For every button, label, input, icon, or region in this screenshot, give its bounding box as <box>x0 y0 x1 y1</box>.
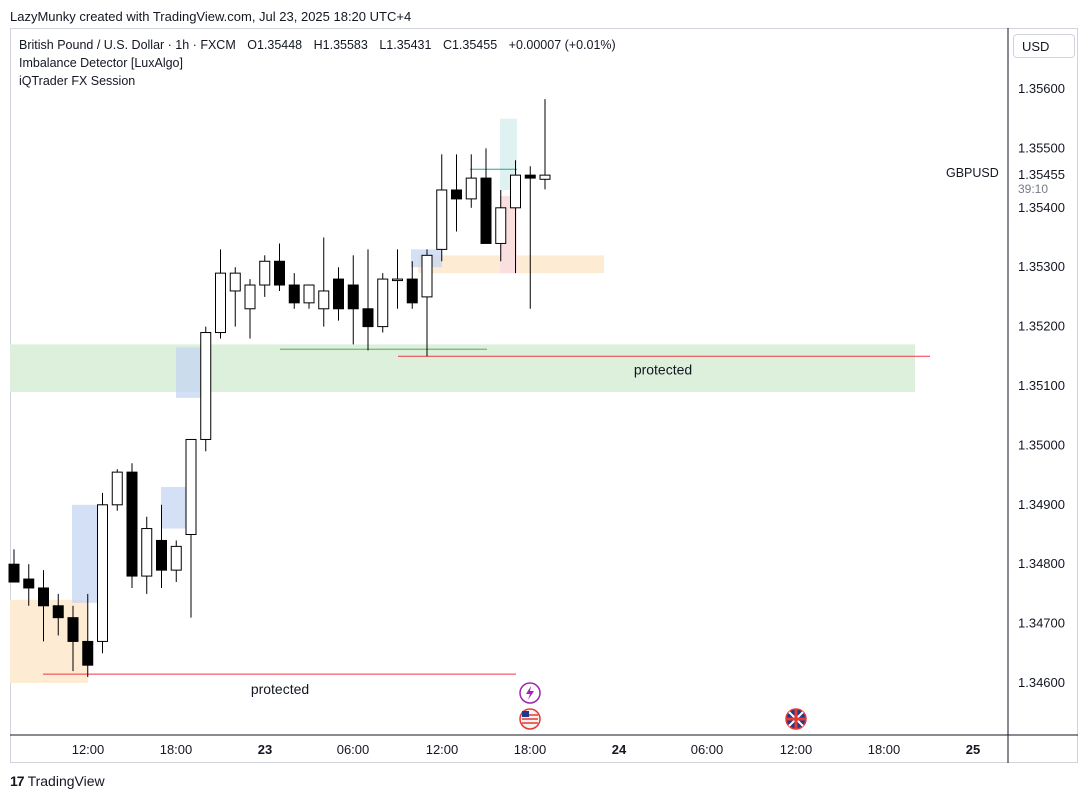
time-tick-label: 12:00 <box>780 742 813 757</box>
candle-body[interactable] <box>170 545 182 571</box>
time-tick-label: 18:00 <box>514 742 547 757</box>
candle-body[interactable] <box>421 254 433 298</box>
time-tick-label: 12:00 <box>72 742 105 757</box>
candle-body[interactable] <box>436 189 448 250</box>
candle-body[interactable] <box>495 207 507 244</box>
branding-text: TradingView <box>27 773 105 789</box>
tradingview-logo[interactable]: 17 TradingView <box>10 773 105 789</box>
symbol-title[interactable]: British Pound / U.S. Dollar · 1h · FXCM <box>19 38 236 52</box>
candle-body[interactable] <box>318 290 330 310</box>
demand-zone <box>10 344 915 392</box>
candle-body[interactable] <box>451 189 462 200</box>
candle-body[interactable] <box>156 539 167 571</box>
candle-body[interactable] <box>274 260 285 286</box>
last-price-label: 1.35455 <box>1018 167 1065 182</box>
currency-button[interactable]: USD <box>1013 34 1075 58</box>
chart-frame <box>10 28 1078 763</box>
candle-body[interactable] <box>392 278 403 282</box>
symbol-price-label: GBPUSD <box>946 166 999 180</box>
price-tick-label: 1.34900 <box>1018 497 1065 512</box>
candle-body[interactable] <box>510 174 521 209</box>
candle-body[interactable] <box>524 174 536 179</box>
time-tick-label: 23 <box>258 742 272 757</box>
candle-body[interactable] <box>185 438 197 535</box>
price-tick-label: 1.34700 <box>1018 616 1065 631</box>
time-tick-label: 18:00 <box>160 742 193 757</box>
event-icons <box>519 682 807 730</box>
price-tick-label: 1.35400 <box>1018 200 1065 215</box>
candle-body[interactable] <box>480 177 492 244</box>
time-tick-label: 18:00 <box>868 742 901 757</box>
candle-body[interactable] <box>406 278 418 304</box>
candle-body[interactable] <box>362 308 374 328</box>
price-tick-label: 1.34600 <box>1018 675 1065 690</box>
candle-body[interactable] <box>244 284 256 310</box>
candle-body[interactable] <box>111 471 123 506</box>
price-tick-label: 1.35600 <box>1018 81 1065 96</box>
candle-body[interactable] <box>347 284 359 310</box>
time-tick-label: 06:00 <box>691 742 724 757</box>
price-tick-label: 1.35300 <box>1018 259 1065 274</box>
price-tick-label: 1.34800 <box>1018 556 1065 571</box>
candle-body[interactable] <box>200 332 212 440</box>
time-tick-label: 24 <box>612 742 627 757</box>
time-tick-label: 12:00 <box>426 742 459 757</box>
candle-body[interactable] <box>52 605 64 619</box>
candle-body[interactable] <box>303 284 315 304</box>
protected-label: protected <box>251 681 309 697</box>
legend-main[interactable]: British Pound / U.S. Dollar · 1h · FXCM … <box>19 38 624 52</box>
candle-body[interactable] <box>215 272 226 334</box>
price-tick-label: 1.35500 <box>1018 140 1065 155</box>
price-axis: 1.35600 1.35500 1.35400 1.35300 1.35200 1.351… <box>1007 28 1065 763</box>
candle-body[interactable] <box>259 260 271 286</box>
time-tick-label: 06:00 <box>337 742 370 757</box>
symbol-label: GBPUSD <box>946 166 999 180</box>
time-tick-label: 25 <box>966 742 980 757</box>
indicator-imbalance-detector[interactable]: Imbalance Detector [LuxAlgo] <box>19 56 183 70</box>
candle-body[interactable] <box>141 528 153 577</box>
candle-body[interactable] <box>229 272 241 292</box>
candle-body[interactable] <box>288 284 300 304</box>
candle-body[interactable] <box>38 587 49 607</box>
time-axis: 12:00 18:00 23 06:00 12:00 18:00 24 06:00 12:00 1… <box>10 734 1078 757</box>
lightning-icon <box>526 686 534 700</box>
chart-caption: LazyMunky created with TradingView.com, … <box>10 9 412 24</box>
candle-body[interactable] <box>97 504 108 642</box>
price-tick-label: 1.35100 <box>1018 378 1065 393</box>
target-zone <box>500 118 517 190</box>
tradingview-logo-icon: 17 <box>10 773 25 789</box>
candle-body[interactable] <box>126 471 138 577</box>
candle-body[interactable] <box>377 278 389 328</box>
ohlc-open: O1.35448 <box>247 38 303 52</box>
us-flag-canton <box>522 711 529 717</box>
candle-body[interactable] <box>82 640 94 666</box>
candle-body[interactable] <box>23 578 35 589</box>
ohlc-close: C1.35455 <box>442 38 498 52</box>
protected-label: protected <box>634 361 692 377</box>
candle-body[interactable] <box>333 278 344 310</box>
bar-countdown: 39:10 <box>1018 182 1049 196</box>
ohlc-change: +0.00007 (+0.01%) <box>508 38 616 52</box>
candle-body[interactable] <box>8 563 20 583</box>
candle-body[interactable] <box>465 177 477 200</box>
candle-body[interactable] <box>67 617 79 642</box>
candles-layer <box>8 99 551 678</box>
price-tick-label: 1.35200 <box>1018 319 1065 334</box>
ohlc-low: L1.35431 <box>379 38 432 52</box>
zones-layer: protected protected <box>10 118 930 697</box>
indicator-fx-session[interactable]: iQTrader FX Session <box>19 74 136 88</box>
candle-body[interactable] <box>539 174 551 180</box>
price-tick-label: 1.35000 <box>1018 437 1065 452</box>
ohlc-high: H1.35583 <box>313 38 368 52</box>
